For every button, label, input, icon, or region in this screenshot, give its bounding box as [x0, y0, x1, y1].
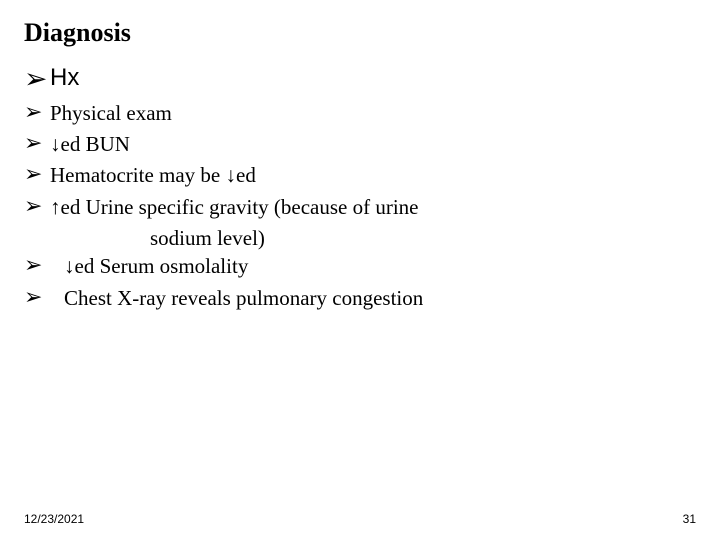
bullet-urine: ➢ ↑ed Urine specific gravity (because of… [24, 193, 696, 221]
footer-date: 12/23/2021 [24, 512, 84, 526]
bullet-urine-cont: sodium level) [50, 224, 696, 252]
bullet-text: ↑ed Urine specific gravity (because of u… [50, 193, 419, 221]
up-arrow-icon: ↑ [50, 195, 61, 219]
bullet-physical-exam: ➢ Physical exam [24, 99, 696, 127]
bullet-icon: ➢ [24, 284, 50, 310]
bullet-icon: ➢ [24, 193, 50, 219]
bullet-hx: ➢ Hx [24, 62, 696, 96]
slide-title: Diagnosis [24, 18, 696, 48]
bullet-hematocrite: ➢ Hematocrite may be ↓ed [24, 161, 696, 189]
bullet-text: Physical exam [50, 99, 172, 127]
bullet-icon: ➢ [24, 99, 50, 125]
bullet-text: ↓ed BUN [50, 130, 130, 158]
down-arrow-icon: ↓ [226, 163, 237, 187]
bullet-text: Hx [50, 62, 79, 93]
bullet-text: Hematocrite may be ↓ed [50, 161, 256, 189]
bullet-bun: ➢ ↓ed BUN [24, 130, 696, 158]
footer-page-number: 31 [683, 512, 696, 526]
bullet-icon: ➢ [24, 62, 50, 96]
bullet-serum: ➢ ↓ed Serum osmolality [24, 252, 696, 280]
bullet-icon: ➢ [24, 130, 50, 156]
slide: Diagnosis ➢ Hx ➢ Physical exam ➢ ↓ed BUN… [0, 0, 720, 540]
bullet-text: ↓ed Serum osmolality [50, 252, 248, 280]
down-arrow-icon: ↓ [50, 132, 61, 156]
bullet-icon: ➢ [24, 161, 50, 187]
bullet-icon: ➢ [24, 252, 50, 278]
bullet-text: Chest X-ray reveals pulmonary congestion [50, 284, 423, 312]
bullet-chest: ➢ Chest X-ray reveals pulmonary congesti… [24, 284, 696, 312]
down-arrow-icon: ↓ [64, 254, 75, 278]
